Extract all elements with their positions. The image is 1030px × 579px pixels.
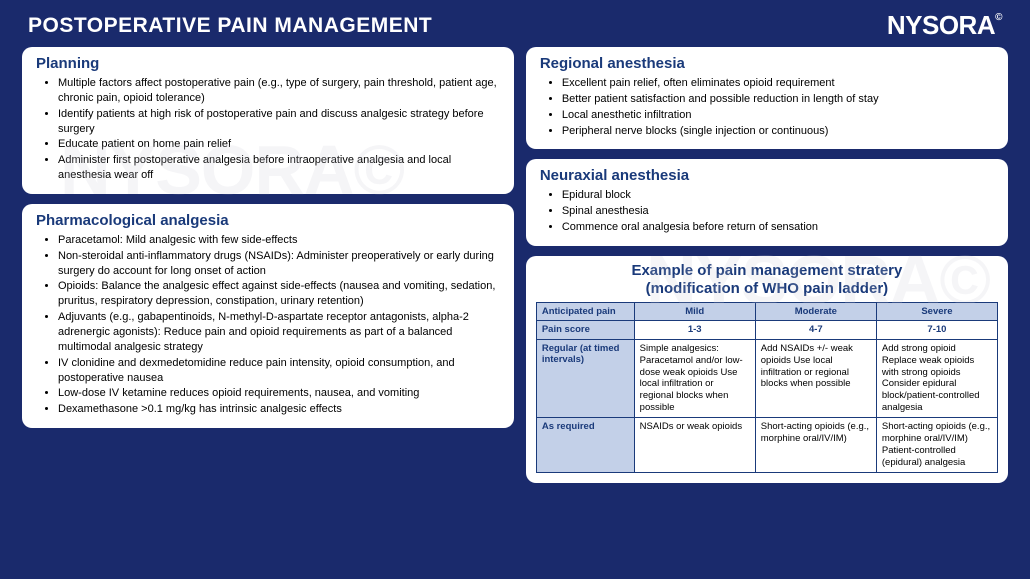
left-column: Planning Multiple factors affect postope… <box>22 47 514 483</box>
list-item: Educate patient on home pain relief <box>58 137 500 152</box>
table-title-line1: Example of pain management stratery <box>631 262 902 279</box>
row-header: Pain score <box>536 320 634 339</box>
list-item: Peripheral nerve blocks (single injectio… <box>562 124 994 139</box>
table-row: Regular (at timed intervals) Simple anal… <box>536 339 997 417</box>
regional-card: Regional anesthesia Excellent pain relie… <box>526 47 1008 149</box>
pharma-list: Paracetamol: Mild analgesic with few sid… <box>36 233 500 417</box>
list-item: Opioids: Balance the analgesic effect ag… <box>58 279 500 309</box>
list-item: Dexamethasone >0.1 mg/kg has intrinsic a… <box>58 402 500 417</box>
col-header: Anticipated pain <box>536 302 634 320</box>
list-item: Spinal anesthesia <box>562 204 994 219</box>
regional-list: Excellent pain relief, often eliminates … <box>540 76 994 138</box>
table-cell: 1-3 <box>634 320 755 339</box>
row-header: As required <box>536 418 634 473</box>
table-cell: Short-acting opioids (e.g., morphine ora… <box>755 418 876 473</box>
pharma-card: Pharmacological analgesia Paracetamol: M… <box>22 204 514 428</box>
row-header: Regular (at timed intervals) <box>536 339 634 417</box>
neuraxial-title: Neuraxial anesthesia <box>540 167 994 184</box>
logo-text: NYSORA <box>887 10 995 40</box>
brand-logo: NYSORA© <box>887 10 1002 41</box>
neuraxial-card: Neuraxial anesthesia Epidural block Spin… <box>526 159 1008 246</box>
col-header: Mild <box>634 302 755 320</box>
list-item: Commence oral analgesia before return of… <box>562 220 994 235</box>
planning-card: Planning Multiple factors affect postope… <box>22 47 514 194</box>
table-cell: NSAIDs or weak opioids <box>634 418 755 473</box>
table-cell: Short-acting opioids (e.g., morphine ora… <box>876 418 997 473</box>
list-item: Administer first postoperative analgesia… <box>58 153 500 183</box>
list-item: Identify patients at high risk of postop… <box>58 107 500 137</box>
score-row: Pain score 1-3 4-7 7-10 <box>536 320 997 339</box>
table-title: Example of pain management stratery (mod… <box>536 262 998 298</box>
table-title-line2: (modification of WHO pain ladder) <box>646 280 889 297</box>
page-title: POSTOPERATIVE PAIN MANAGEMENT <box>28 14 432 38</box>
regional-title: Regional anesthesia <box>540 55 994 72</box>
list-item: Low-dose IV ketamine reduces opioid requ… <box>58 386 500 401</box>
list-item: Better patient satisfaction and possible… <box>562 92 994 107</box>
list-item: Paracetamol: Mild analgesic with few sid… <box>58 233 500 248</box>
list-item: Adjuvants (e.g., gabapentinoids, N-methy… <box>58 310 500 355</box>
logo-copyright: © <box>995 12 1002 23</box>
table-cell: Add NSAIDs +/- weak opioids Use local in… <box>755 339 876 417</box>
list-item: IV clonidine and dexmedetomidine reduce … <box>58 356 500 386</box>
planning-list: Multiple factors affect postoperative pa… <box>36 76 500 183</box>
table-cell: 4-7 <box>755 320 876 339</box>
col-header: Moderate <box>755 302 876 320</box>
list-item: Excellent pain relief, often eliminates … <box>562 76 994 91</box>
strategy-table: Anticipated pain Mild Moderate Severe Pa… <box>536 302 998 473</box>
list-item: Non-steroidal anti-inflammatory drugs (N… <box>58 249 500 279</box>
strategy-table-card: Example of pain management stratery (mod… <box>526 256 1008 483</box>
table-cell: 7-10 <box>876 320 997 339</box>
planning-title: Planning <box>36 55 500 72</box>
table-row: As required NSAIDs or weak opioids Short… <box>536 418 997 473</box>
neuraxial-list: Epidural block Spinal anesthesia Commenc… <box>540 188 994 235</box>
table-head-row: Anticipated pain Mild Moderate Severe <box>536 302 997 320</box>
list-item: Local anesthetic infiltration <box>562 108 994 123</box>
content-grid: Planning Multiple factors affect postope… <box>0 47 1030 495</box>
table-cell: Simple analgesics: Paracetamol and/or lo… <box>634 339 755 417</box>
col-header: Severe <box>876 302 997 320</box>
list-item: Multiple factors affect postoperative pa… <box>58 76 500 106</box>
table-cell: Add strong opioid Replace weak opioids w… <box>876 339 997 417</box>
pharma-title: Pharmacological analgesia <box>36 212 500 229</box>
list-item: Epidural block <box>562 188 994 203</box>
right-column: Regional anesthesia Excellent pain relie… <box>526 47 1008 483</box>
header: POSTOPERATIVE PAIN MANAGEMENT NYSORA© <box>0 0 1030 47</box>
